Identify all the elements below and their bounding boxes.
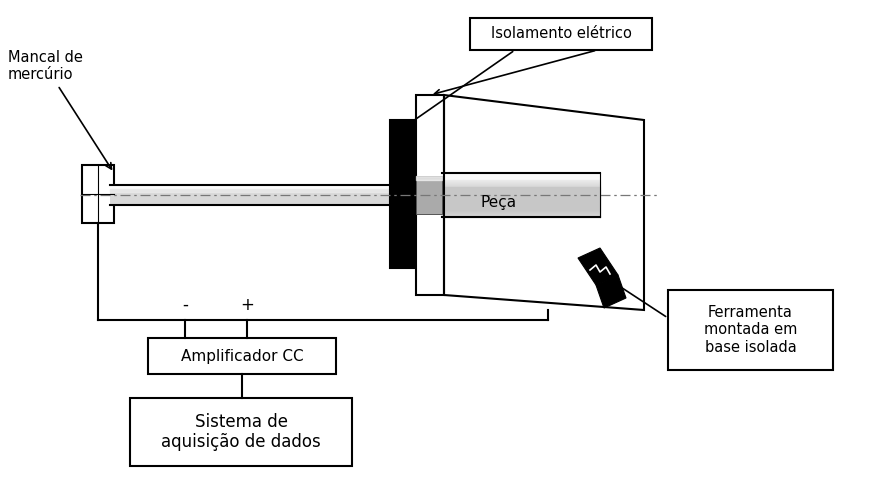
Bar [390, 120, 416, 268]
Bar [82, 165, 114, 223]
Text: Sistema de
aquisição de dados: Sistema de aquisição de dados [161, 412, 321, 451]
Bar [470, 18, 652, 50]
Text: Amplificador CC: Amplificador CC [180, 348, 304, 364]
Text: Isolamento elétrico: Isolamento elétrico [490, 26, 632, 41]
Bar [416, 95, 444, 295]
Bar [130, 398, 352, 466]
Text: -: - [182, 296, 188, 314]
Polygon shape [578, 248, 618, 285]
Bar [668, 290, 833, 370]
Text: +: + [240, 296, 254, 314]
Polygon shape [110, 185, 390, 205]
Text: Peça: Peça [480, 196, 517, 210]
Text: Ferramenta
montada em
base isolada: Ferramenta montada em base isolada [704, 305, 797, 355]
Text: Mancal de
mercúrio: Mancal de mercúrio [8, 50, 112, 169]
Bar [416, 176, 442, 214]
Polygon shape [596, 275, 626, 308]
Bar [148, 338, 336, 374]
